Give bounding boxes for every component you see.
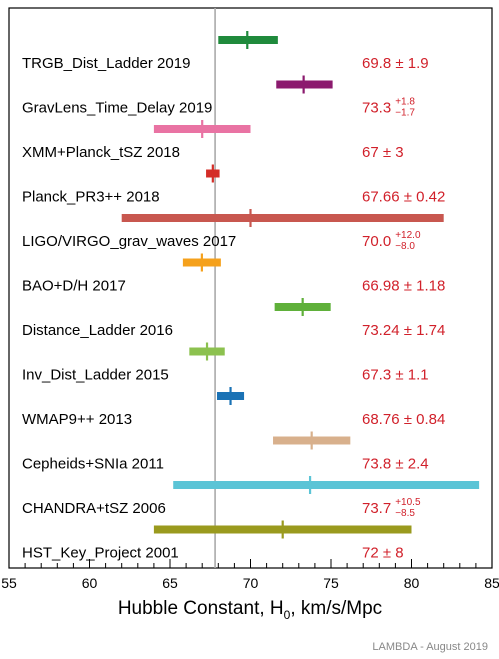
- measurement-value: 73.7: [362, 500, 391, 517]
- x-axis-title: Hubble Constant, H0, km/s/Mpc: [118, 598, 382, 622]
- lower-error-value: −8.0: [395, 241, 415, 252]
- measurement-row: Inv_Dist_Ladder 2015 67.3 ± 1.1: [22, 342, 429, 384]
- measurement-row: Cepheids+SNIa 2011 73.8 ± 2.4: [22, 431, 429, 473]
- x-tick-label: 60: [82, 575, 98, 591]
- measurement-value: 69.8 ± 1.9: [362, 55, 429, 72]
- measurement-label: TRGB_Dist_Ladder 2019: [22, 55, 190, 72]
- measurement-label: XMM+Planck_tSZ 2018: [22, 144, 180, 161]
- measurement-value: 73.3: [362, 100, 391, 117]
- x-axis-ticks: 55 60 65 70 75 80 85: [1, 559, 499, 591]
- measurement-rows: TRGB_Dist_Ladder 2019 69.8 ± 1.9 GravLens_…: [22, 31, 480, 562]
- measurement-row: WMAP9++ 2013 68.76 ± 0.84: [22, 387, 445, 428]
- measurement-row: Distance_Ladder 2016 73.24 ± 1.74: [22, 298, 445, 339]
- measurement-label: Distance_Ladder 2016: [22, 322, 173, 339]
- measurement-label: LIGO/VIRGO_grav_waves 2017: [22, 233, 236, 250]
- measurement-row: BAO+D/H 2017 66.98 ± 1.18: [22, 253, 445, 295]
- upper-error-value: +12.0: [395, 230, 421, 241]
- measurement-value: 70.0: [362, 233, 391, 250]
- x-tick-label: 75: [323, 575, 339, 591]
- measurement-value: 73.24 ± 1.74: [362, 322, 445, 339]
- credit-text: LAMBDA - August 2019: [372, 641, 488, 653]
- upper-error-value: +1.8: [395, 97, 415, 108]
- measurement-row: CHANDRA+tSZ 2006 73.7 +10.5−8.5: [22, 476, 480, 519]
- measurement-value: 68.76 ± 0.84: [362, 411, 445, 428]
- measurement-row: HST_Key_Project 2001 72 ± 8: [22, 520, 412, 562]
- error-bar: [121, 214, 444, 222]
- measurement-row: XMM+Planck_tSZ 2018 67 ± 3: [22, 120, 404, 161]
- measurement-label: Inv_Dist_Ladder 2015: [22, 367, 169, 384]
- measurement-label: Planck_PR3++ 2018: [22, 189, 160, 206]
- upper-error-value: +10.5: [395, 497, 421, 508]
- lower-error-value: −1.7: [395, 108, 415, 119]
- measurement-value: 67.66 ± 0.42: [362, 189, 445, 206]
- measurement-row: TRGB_Dist_Ladder 2019 69.8 ± 1.9: [22, 31, 429, 72]
- lower-error-value: −8.5: [395, 508, 415, 519]
- measurement-label: BAO+D/H 2017: [22, 278, 126, 295]
- x-tick-label: 55: [1, 575, 17, 591]
- measurement-label: GravLens_Time_Delay 2019: [22, 100, 212, 117]
- x-tick-label: 65: [162, 575, 178, 591]
- measurement-row: Planck_PR3++ 2018 67.66 ± 0.42: [22, 164, 445, 206]
- measurement-value: 73.8 ± 2.4: [362, 456, 429, 473]
- error-bar: [173, 481, 480, 489]
- measurement-value: 67 ± 3: [362, 144, 404, 161]
- measurement-value: 67.3 ± 1.1: [362, 367, 429, 384]
- measurement-row: GravLens_Time_Delay 2019 73.3 +1.8−1.7: [22, 75, 415, 119]
- measurement-label: CHANDRA+tSZ 2006: [22, 500, 166, 517]
- x-tick-label: 80: [404, 575, 420, 591]
- measurement-value: 72 ± 8: [362, 545, 404, 562]
- x-tick-label: 85: [484, 575, 499, 591]
- measurement-label: WMAP9++ 2013: [22, 411, 132, 428]
- measurement-row: LIGO/VIRGO_grav_waves 2017 70.0 +12.0−8.0: [22, 209, 444, 252]
- measurement-label: HST_Key_Project 2001: [22, 545, 179, 562]
- measurement-value: 66.98 ± 1.18: [362, 278, 445, 295]
- measurement-label: Cepheids+SNIa 2011: [22, 456, 164, 473]
- x-tick-label: 70: [243, 575, 259, 591]
